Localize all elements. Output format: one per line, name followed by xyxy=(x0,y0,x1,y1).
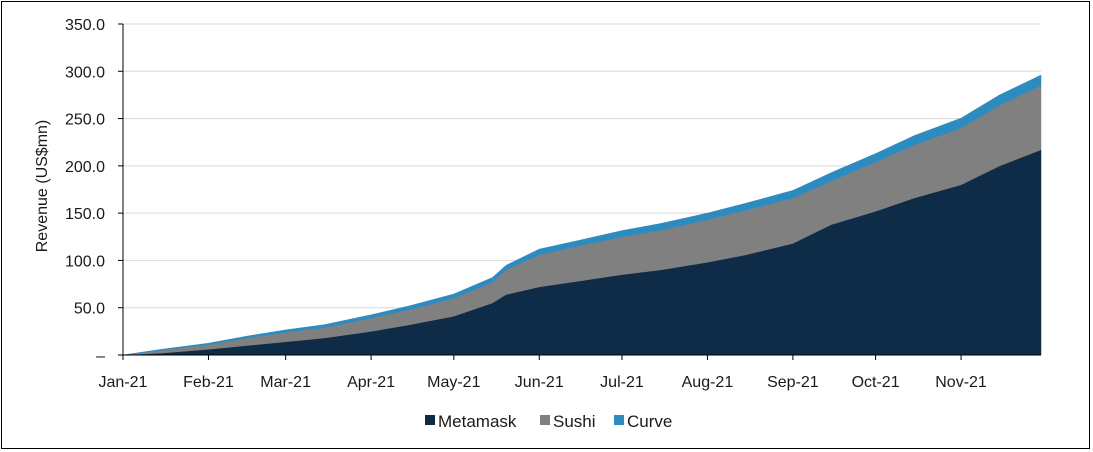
y-tick-label: 250.0 xyxy=(65,112,105,129)
x-tick-label: Apr-21 xyxy=(347,374,395,391)
x-tick-label: Mar-21 xyxy=(260,374,311,391)
y-tick-label: – xyxy=(96,348,105,365)
y-axis-label: Revenue (US$mn) xyxy=(34,120,51,253)
x-tick-label: Jun-21 xyxy=(515,374,564,391)
x-tick-label: Aug-21 xyxy=(682,374,734,391)
y-tick-label: 150.0 xyxy=(65,206,105,223)
x-tick-label: May-21 xyxy=(427,374,480,391)
x-tick-label: Nov-21 xyxy=(935,374,987,391)
x-tick-label: Feb-21 xyxy=(183,374,234,391)
y-tick-label: 350.0 xyxy=(65,17,105,34)
y-tick-label: 200.0 xyxy=(65,159,105,176)
legend: Metamask Sushi Curve xyxy=(425,412,672,431)
x-tick-label: Oct-21 xyxy=(852,374,900,391)
legend-label-sushi: Sushi xyxy=(553,412,596,431)
x-tick-label: Jul-21 xyxy=(600,374,644,391)
area-curve xyxy=(122,74,1042,356)
legend-label-curve: Curve xyxy=(627,412,672,431)
legend-swatch-sushi xyxy=(540,415,550,425)
axes xyxy=(122,24,1041,360)
legend-swatch-metamask xyxy=(425,415,435,425)
x-tick-label: Jan-21 xyxy=(99,374,148,391)
legend-swatch-curve xyxy=(614,415,624,425)
x-tick-label: Sep-21 xyxy=(767,374,819,391)
y-tick-labels: – 50.0 100.0 150.0 200.0 250.0 300.0 350.0 xyxy=(65,17,105,365)
y-tick-label: 300.0 xyxy=(65,64,105,81)
legend-label-metamask: Metamask xyxy=(438,412,517,431)
y-tick-label: 100.0 xyxy=(65,253,105,270)
x-tick-labels: Jan-21 Feb-21 Mar-21 Apr-21 May-21 Jun-21 Jul-… xyxy=(99,374,987,391)
area-series xyxy=(122,74,1042,356)
y-tick-label: 50.0 xyxy=(74,301,105,318)
